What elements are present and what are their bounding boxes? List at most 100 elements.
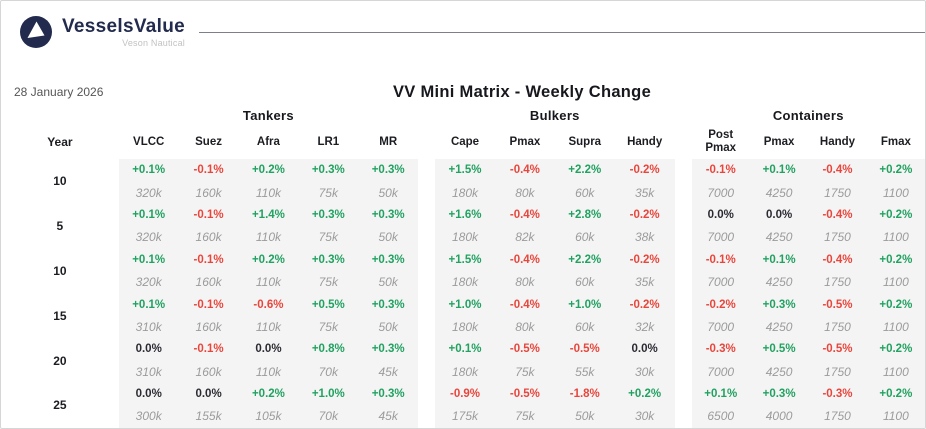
pct-cell: +0.3% [762, 298, 796, 311]
pct-cell: -1.8% [569, 388, 600, 401]
value-cell: 80k [515, 319, 535, 334]
group-gap [675, 105, 692, 125]
pct-cell: -0.6% [253, 298, 284, 311]
pct-cell: +0.3% [311, 253, 345, 266]
group-gap [418, 125, 435, 159]
value-cell: 75k [318, 275, 338, 290]
pct-cell: -0.4% [822, 164, 853, 177]
pct-line: +0.1% -0.1% +1.4% +0.3% +0.3% [119, 204, 418, 226]
pct-cell: +0.3% [371, 298, 405, 311]
group-block-bulkers: +1.0% -0.4% +1.0% -0.2% 180k 80k 60k 32k [435, 293, 675, 339]
pct-cell: +0.3% [762, 388, 796, 401]
value-cell: 35k [634, 275, 655, 290]
value-cell: 110k [255, 230, 281, 245]
pct-cell: +2.2% [568, 164, 602, 177]
value-cell: 110k [255, 275, 281, 290]
group-block-bulkers: -0.9% -0.5% -1.8% +0.2% 175k 75k 50k 30k [435, 382, 675, 428]
pct-cell: +0.2% [879, 164, 913, 177]
group-gap [418, 249, 435, 294]
value-line: 7000 4250 1750 1100 [692, 316, 925, 338]
pct-line: -0.1% +0.1% -0.4% +0.2% [692, 249, 925, 271]
matrix-table-body: 10 +0.1% -0.1% +0.2% +0.3% +0.3% 320k 160k 110k 7… [1, 159, 925, 428]
report-header: VesselsValue Veson Nautical [1, 1, 925, 63]
value-cell: 80k [515, 185, 535, 200]
value-cell: 38k [634, 230, 655, 245]
value-cell: 35k [634, 185, 655, 200]
group-label-bulkers: Bulkers [529, 107, 580, 123]
pct-cell: -0.1% [705, 164, 736, 177]
pct-cell: -0.2% [629, 253, 660, 266]
column-label: Fmax [880, 135, 911, 148]
group-header-row: Tankers Bulkers Containers [1, 105, 925, 125]
pct-cell: -0.1% [705, 253, 736, 266]
value-cell: 175k [452, 409, 479, 424]
pct-cell: +0.3% [311, 208, 345, 221]
page-title: VV Mini Matrix - Weekly Change [392, 82, 652, 101]
value-line: 310k 160k 110k 70k 45k [119, 361, 418, 383]
value-cell: 7000 [707, 230, 735, 245]
value-cell: 1750 [824, 230, 851, 245]
value-cell: 4000 [765, 409, 793, 424]
pct-cell: +0.5% [762, 343, 796, 356]
value-cell: 4250 [765, 275, 793, 290]
pct-cell: -0.1% [193, 298, 224, 311]
value-line: 320k 160k 110k 75k 50k [119, 271, 418, 293]
column-label: Handy [819, 135, 856, 148]
pct-cell: +2.2% [568, 253, 602, 266]
group-gap [418, 159, 435, 204]
value-cell: 180k [452, 230, 479, 245]
group-block-tankers: 0.0% 0.0% +0.2% +1.0% +0.3% 300k 155k 105k 70k 45… [118, 382, 419, 428]
pct-cell: +0.8% [311, 343, 345, 356]
pct-cell: +0.3% [311, 164, 345, 177]
value-cell: 110k [255, 185, 281, 200]
logo-text-block: VesselsValue Veson Nautical [62, 15, 185, 48]
group-header-containers: Containers [692, 105, 925, 125]
pct-cell: -0.1% [193, 164, 224, 177]
pct-line: 0.0% -0.1% 0.0% +0.8% +0.3% [119, 338, 418, 360]
pct-cell: -0.9% [449, 388, 481, 401]
pct-cell: -0.5% [822, 298, 853, 311]
value-cell: 82k [515, 230, 535, 245]
pct-cell: -0.3% [822, 388, 853, 401]
pct-cell: -0.1% [193, 253, 224, 266]
group-block-tankers: +0.1% -0.1% +0.2% +0.3% +0.3% 320k 160k 110k 75k… [118, 159, 419, 204]
pct-cell: +1.6% [448, 208, 482, 221]
value-cell: 160k [195, 319, 222, 334]
column-headers-tankers: VLCC Suez Afra LR1 MR [119, 125, 418, 159]
pct-cell: 0.0% [195, 388, 222, 401]
value-cell: 160k [195, 364, 222, 379]
value-cell: 1100 [882, 230, 909, 245]
value-cell: 32k [634, 319, 655, 334]
pct-cell: -0.4% [509, 208, 540, 221]
year-cell: 10 [53, 174, 67, 189]
year-header-spacer [1, 105, 119, 125]
value-cell: 50k [378, 275, 398, 290]
value-cell: 45k [378, 409, 398, 424]
value-cell: 60k [575, 319, 595, 334]
value-cell: 110k [255, 319, 281, 334]
pct-cell: +0.1% [762, 253, 796, 266]
group-header-tankers: Tankers [119, 105, 418, 125]
pct-cell: +1.0% [448, 298, 482, 311]
pct-cell: -0.2% [705, 298, 736, 311]
column-label: Post Pmax [705, 129, 737, 154]
pct-cell: -0.4% [509, 164, 540, 177]
value-cell: 1750 [824, 275, 851, 290]
group-gap [675, 204, 692, 249]
value-cell: 1750 [824, 364, 851, 379]
logo-name: VesselsValue [62, 15, 185, 37]
group-block-containers: -0.1% +0.1% -0.4% +0.2% 7000 4250 1750 1100 [691, 248, 925, 294]
value-line: 7000 4250 1750 1100 [692, 271, 925, 293]
logo-tagline: Veson Nautical [122, 37, 185, 48]
pct-cell: -0.4% [509, 253, 540, 266]
value-cell: 320k [135, 185, 162, 200]
group-gap [418, 338, 435, 383]
pct-cell: +0.1% [132, 253, 166, 266]
pct-cell: 0.0% [707, 208, 734, 221]
pct-cell: +2.8% [568, 208, 602, 221]
value-line: 300k 155k 105k 70k 45k [119, 405, 418, 427]
value-cell: 75k [318, 319, 338, 334]
value-cell: 180k [452, 275, 479, 290]
pct-line: 0.0% 0.0% -0.4% +0.2% [692, 204, 925, 226]
value-cell: 80k [515, 275, 535, 290]
